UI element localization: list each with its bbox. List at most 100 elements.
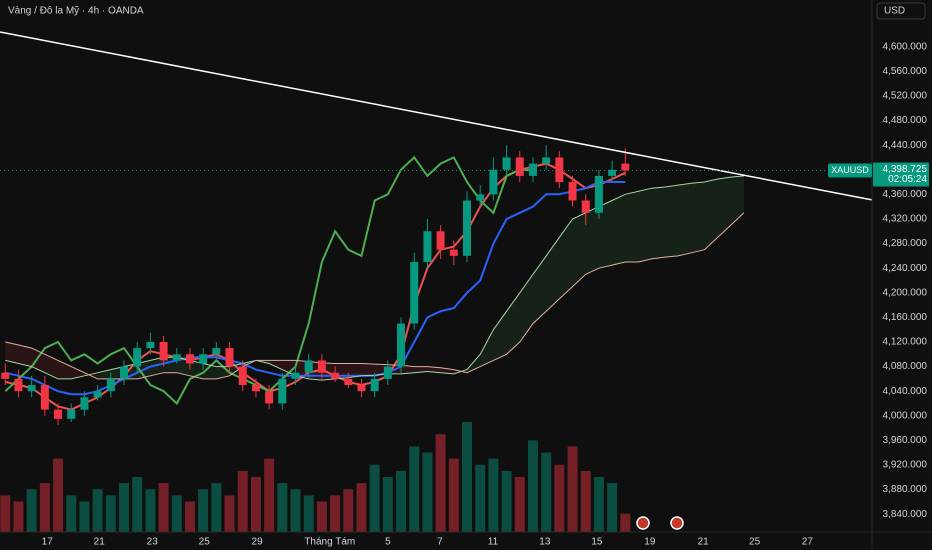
cloud xyxy=(480,329,494,367)
volume-bar xyxy=(250,477,261,532)
volume-bar xyxy=(290,489,301,532)
candle-body xyxy=(568,182,577,201)
volume-bar xyxy=(39,483,50,532)
x-tick-label: 21 xyxy=(94,537,106,548)
volume-bar xyxy=(435,434,446,532)
cloud xyxy=(71,366,85,379)
x-tick-label: 23 xyxy=(147,537,159,548)
candle-body xyxy=(463,200,472,256)
x-tick-label: 25 xyxy=(749,537,761,548)
cloud xyxy=(401,365,415,374)
y-tick-label: 4,440.000 xyxy=(883,140,928,151)
volume-bar xyxy=(343,489,354,532)
y-tick-label: 4,040.000 xyxy=(883,386,928,397)
candle-body xyxy=(449,249,458,256)
candle-body xyxy=(555,157,564,183)
plot-area xyxy=(0,31,873,532)
candle-body xyxy=(476,194,485,201)
cloud xyxy=(506,292,520,355)
volume-bar xyxy=(554,464,565,532)
candle-body xyxy=(40,385,49,410)
cloud xyxy=(651,186,665,259)
volume-bar xyxy=(488,458,499,532)
cloud xyxy=(427,366,441,373)
candle-body xyxy=(93,391,102,398)
volume-bar xyxy=(198,489,209,532)
cloud xyxy=(361,363,375,376)
candle-body xyxy=(383,366,392,379)
event-icon[interactable] xyxy=(670,516,684,530)
symbol-label: XAUUSD xyxy=(831,165,869,175)
candle-body xyxy=(515,157,524,176)
candle-body xyxy=(542,157,551,164)
volume-bar xyxy=(132,477,143,532)
cloud xyxy=(730,175,745,226)
currency-button[interactable] xyxy=(876,2,926,20)
x-tick-label: 7 xyxy=(437,537,443,548)
candle-body xyxy=(146,341,155,349)
candle-body xyxy=(357,385,366,392)
candle-body xyxy=(54,409,63,419)
candle-body xyxy=(265,391,274,404)
volume-bar xyxy=(13,501,24,532)
x-tick-label: 17 xyxy=(42,537,54,548)
cloud xyxy=(532,255,547,324)
volume-bar xyxy=(316,501,327,532)
event-icon[interactable] xyxy=(636,516,650,530)
candle-body xyxy=(528,163,537,176)
cloud xyxy=(282,360,296,376)
y-tick-label: 4,520.000 xyxy=(883,91,928,102)
candle-body xyxy=(133,348,142,367)
candle-body xyxy=(370,378,379,392)
countdown-label: 02:05:24 xyxy=(888,174,927,185)
currency-label[interactable]: USD xyxy=(884,6,905,17)
candle-body xyxy=(80,397,89,410)
y-tick-label: 4,360.000 xyxy=(883,189,928,200)
symbol-tag xyxy=(828,163,872,178)
y-tick-label: 4,480.000 xyxy=(883,115,928,126)
cloud xyxy=(493,311,507,361)
cloud xyxy=(585,206,599,275)
cloud xyxy=(546,237,560,312)
y-tick-label: 4,560.000 xyxy=(883,66,928,77)
volume-bar xyxy=(277,483,288,532)
trendline xyxy=(0,31,873,201)
volume-bar xyxy=(79,501,90,532)
candle-body xyxy=(317,360,326,373)
volume-bar xyxy=(330,495,341,532)
y-tick-label: 4,280.000 xyxy=(883,238,928,249)
x-tick-label: 25 xyxy=(199,537,211,548)
cloud xyxy=(625,191,639,263)
volume-bar xyxy=(382,477,393,532)
x-tick-label: Tháng Tám xyxy=(304,537,355,548)
volume-bar xyxy=(593,477,604,532)
candle-body xyxy=(1,372,10,379)
volume-bar xyxy=(264,458,275,532)
volume-bar xyxy=(224,495,235,532)
volume-bar xyxy=(369,464,380,532)
volume-bar xyxy=(119,483,130,532)
volume-bar xyxy=(409,446,420,532)
x-tick-label: 29 xyxy=(252,537,264,548)
cloud xyxy=(97,369,111,379)
cloud xyxy=(678,183,692,256)
x-tick-label: 11 xyxy=(488,537,499,548)
y-tick-label: 4,320.000 xyxy=(883,214,928,225)
x-tick-label: 19 xyxy=(644,537,656,548)
volume-bar xyxy=(475,464,486,532)
y-tick-label: 4,120.000 xyxy=(883,337,928,348)
cloud xyxy=(612,194,626,266)
cloud xyxy=(572,212,586,287)
chart-title: Vàng / Đô la Mỹ · 4h · OANDA xyxy=(8,6,144,17)
y-tick-label: 4,200.000 xyxy=(883,287,928,298)
volume-bar xyxy=(501,470,512,532)
volume-bar xyxy=(422,452,433,532)
y-tick-label: 3,920.000 xyxy=(883,460,928,471)
candle-body xyxy=(199,354,208,364)
cloud xyxy=(269,360,283,370)
price-label: 4,398.725 xyxy=(883,164,928,175)
volume-bar xyxy=(514,477,525,532)
candle-body xyxy=(120,366,129,379)
